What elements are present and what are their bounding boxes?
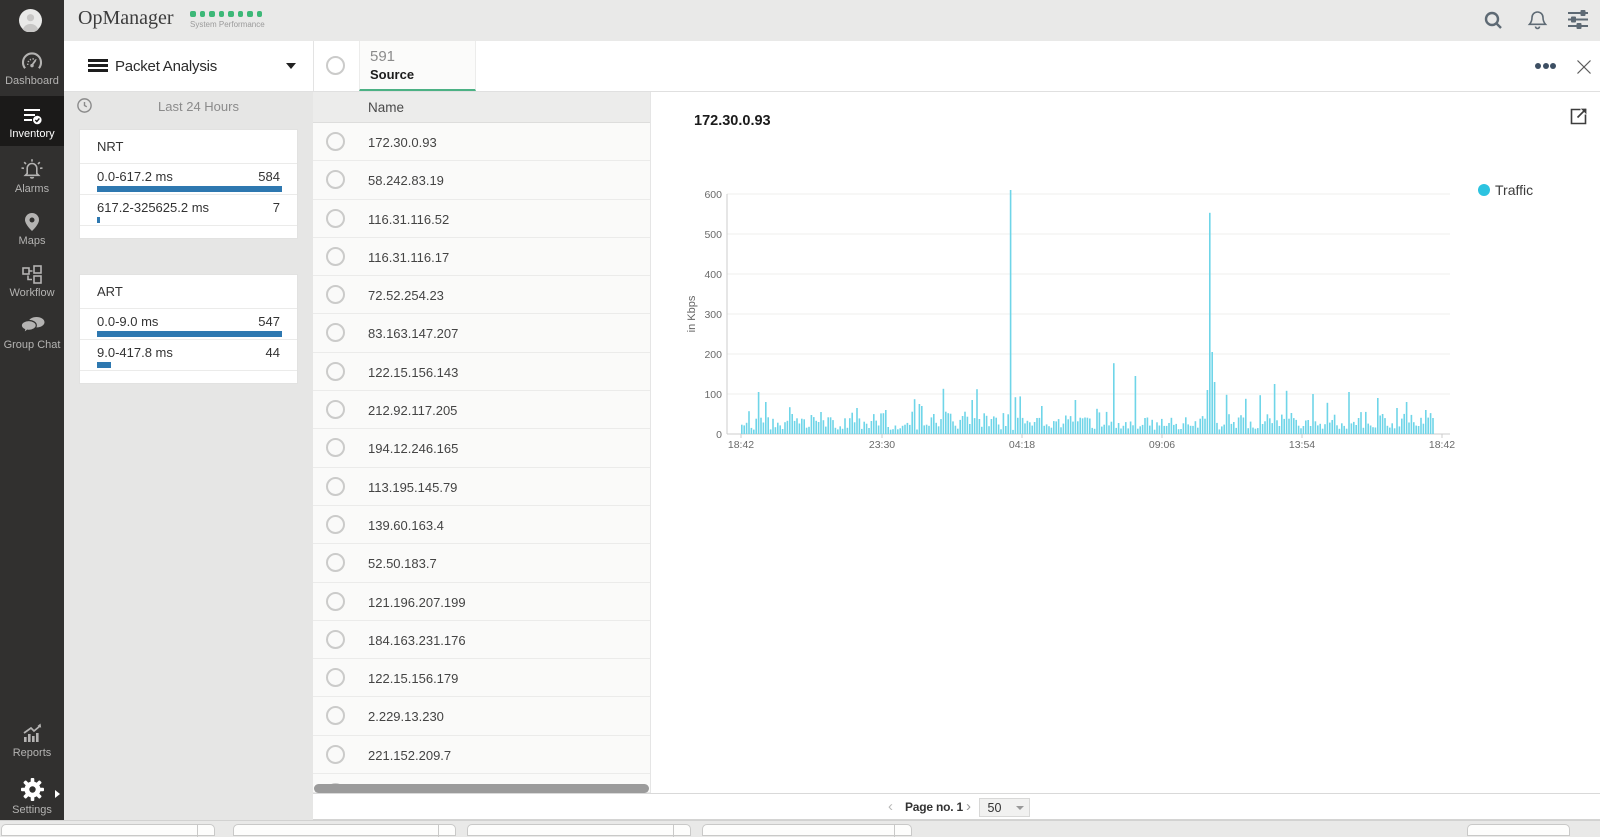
svg-text:13:54: 13:54 — [1289, 439, 1315, 451]
svg-text:0: 0 — [716, 429, 722, 441]
svg-text:23:30: 23:30 — [869, 439, 895, 451]
svg-text:in Kbps: in Kbps — [686, 295, 698, 332]
svg-text:200: 200 — [704, 349, 722, 361]
svg-text:18:42: 18:42 — [1429, 439, 1455, 451]
svg-text:400: 400 — [704, 269, 722, 281]
svg-text:04:18: 04:18 — [1009, 439, 1035, 451]
svg-text:18:42: 18:42 — [728, 439, 754, 451]
svg-text:500: 500 — [704, 229, 722, 241]
svg-text:100: 100 — [704, 389, 722, 401]
svg-text:600: 600 — [704, 189, 722, 201]
svg-text:300: 300 — [704, 309, 722, 321]
svg-text:09:06: 09:06 — [1149, 439, 1175, 451]
